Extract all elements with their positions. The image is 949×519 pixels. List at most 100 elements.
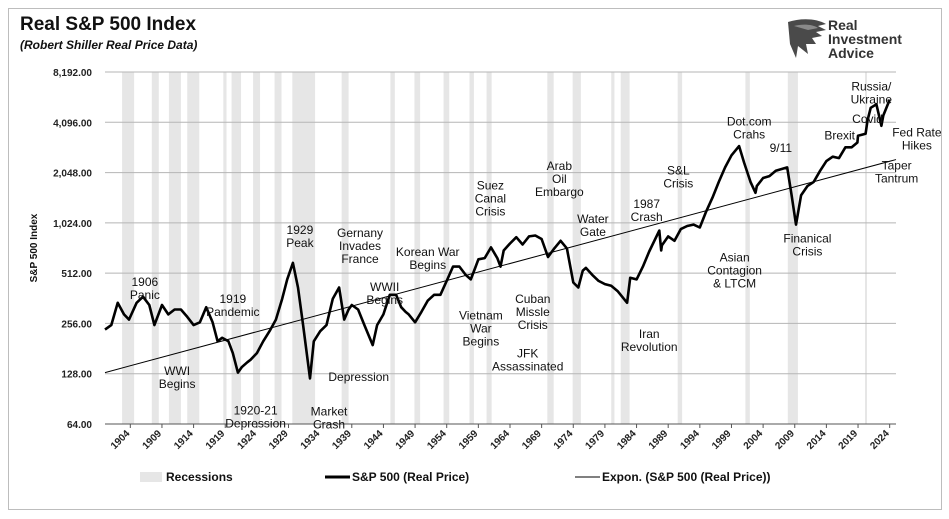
- annotation-line: Revolution: [621, 340, 678, 354]
- brand-wordmark: Real Investment Advice: [828, 18, 902, 60]
- x-tick-label: 2024: [868, 428, 892, 452]
- event-annotation: Korean War Begins: [396, 245, 460, 272]
- annotation-line: 1920-21: [234, 403, 278, 417]
- annotation-line: Arab: [547, 159, 573, 173]
- recession-band: [231, 72, 242, 424]
- annotation-line: Depression: [328, 370, 389, 384]
- event-annotation: 9/11: [770, 141, 793, 155]
- annotation-line: 1919: [219, 292, 246, 306]
- annotation-line: Begins: [463, 335, 500, 349]
- annotation-line: Crash: [313, 417, 345, 431]
- recession-band: [611, 72, 615, 424]
- annotation-line: Assassinated: [492, 360, 563, 374]
- recession-band: [414, 72, 421, 424]
- event-annotation: Asian Contagion & LTCM: [707, 251, 762, 291]
- y-tick-label: 2,048.00: [53, 169, 92, 180]
- annotation-line: Covid: [852, 112, 883, 126]
- annotation-line: Canal: [475, 192, 506, 206]
- annotation-line: WWI: [164, 364, 190, 378]
- event-annotation: Dot.com Crahs: [727, 114, 772, 141]
- x-tick-label: 1999: [710, 428, 734, 452]
- event-annotation: Suez Canal Crisis: [475, 179, 506, 219]
- event-annotation: Taper Tantrum: [875, 158, 918, 185]
- event-annotation: Cuban Missle Crisis: [515, 292, 550, 332]
- recession-band: [677, 72, 683, 424]
- annotation-line: & LTCM: [713, 277, 756, 291]
- annotation-line: Cuban: [515, 292, 550, 306]
- recession-band: [122, 72, 135, 424]
- event-annotation: 1920-21 Depression: [225, 403, 286, 430]
- x-tick-label: 2014: [805, 428, 829, 452]
- annotation-line: Crisis: [475, 205, 505, 219]
- event-annotation: 1906 Panic: [130, 275, 160, 302]
- x-tick-label: 1904: [109, 428, 133, 452]
- annotation-line: Market: [311, 404, 348, 418]
- annotation-line: Iran: [639, 327, 660, 341]
- event-annotation: Gernany Invades France: [337, 226, 383, 266]
- annotation-line: Suez: [477, 179, 504, 193]
- annotation-line: Contagion: [707, 264, 762, 278]
- recession-band: [168, 72, 181, 424]
- annotation-line: War: [470, 322, 492, 336]
- annotation-line: Russia/: [851, 80, 892, 94]
- x-tick-label: 1924: [235, 428, 259, 452]
- annotation-line: Vietnam: [459, 309, 503, 323]
- annotation-line: 1987: [633, 197, 660, 211]
- recession-band: [292, 72, 316, 424]
- annotation-line: Crash: [631, 210, 663, 224]
- x-tick-label: 2004: [742, 428, 766, 452]
- x-tick-label: 1959: [457, 428, 481, 452]
- annotation-line: 9/11: [770, 141, 793, 155]
- annotation-line: JFK: [517, 347, 538, 361]
- x-tick-label: 1944: [362, 428, 386, 452]
- legend: Recessions S&P 500 (Real Price) Expon. (S&…: [140, 470, 771, 484]
- event-annotation: Brexit: [824, 128, 855, 142]
- annotation-line: Finanical: [783, 232, 831, 246]
- recession-band: [223, 72, 227, 424]
- x-tick-label: 1989: [647, 428, 671, 452]
- annotation-line: Dot.com: [727, 114, 772, 128]
- x-tick-label: 1964: [489, 428, 513, 452]
- annotation-line: Asian: [720, 251, 750, 265]
- legend-label-sp500: S&P 500 (Real Price): [352, 470, 469, 484]
- event-annotation: Arab Oil Embargo: [535, 159, 584, 199]
- event-annotation: JFK Assassinated: [492, 347, 563, 374]
- brand-line-1: Real: [828, 17, 858, 33]
- event-annotation: Vietnam War Begins: [459, 309, 503, 349]
- annotation-line: France: [341, 252, 379, 266]
- annotation-line: Gernany: [337, 226, 383, 240]
- x-tick-label: 1994: [678, 428, 702, 452]
- annotation-line: Embargo: [535, 185, 584, 199]
- recession-band: [486, 72, 492, 424]
- annotation-line: Crahs: [733, 127, 765, 141]
- legend-label-trend: Expon. (S&P 500 (Real Price)): [602, 470, 771, 484]
- event-annotation: Russia/Ukraine: [851, 80, 893, 107]
- event-annotation: 1919 Pandemic: [206, 292, 259, 319]
- recession-band: [469, 72, 474, 424]
- recession-band: [187, 72, 200, 424]
- annotation-line: Pandemic: [206, 305, 259, 319]
- event-annotation: 1929 Peak: [286, 223, 314, 250]
- annotation-line: Crisis: [792, 245, 822, 259]
- x-tick-label: 1954: [425, 428, 449, 452]
- x-tick-label: 1929: [267, 428, 291, 452]
- event-annotation: Iran Revolution: [621, 327, 678, 354]
- brand-line-2: Investment: [828, 31, 902, 47]
- annotation-line: 1906: [132, 275, 159, 289]
- event-annotation: Water Gate: [577, 212, 609, 239]
- annotation-line: Peak: [286, 236, 314, 250]
- annotation-line: Invades: [339, 239, 381, 253]
- series-line-exponential-trend: [104, 159, 897, 374]
- annotation-line: Taper: [882, 158, 912, 172]
- event-annotation: Covid: [852, 112, 883, 126]
- annotation-line: Begins: [409, 258, 446, 272]
- chart-subtitle: (Robert Shiller Real Price Data): [20, 38, 198, 52]
- y-tick-labels: 64.00 128.00 256.00 512.00 1,024.00 2,048.00 4…: [53, 68, 92, 431]
- annotation-line: Korean War: [396, 245, 460, 259]
- x-tick-label: 1909: [141, 428, 165, 452]
- annotation-line: Depression: [225, 416, 286, 430]
- y-tick-label: 512.00: [61, 269, 92, 280]
- recession-band: [151, 72, 159, 424]
- annotation-line: Crisis: [663, 176, 693, 190]
